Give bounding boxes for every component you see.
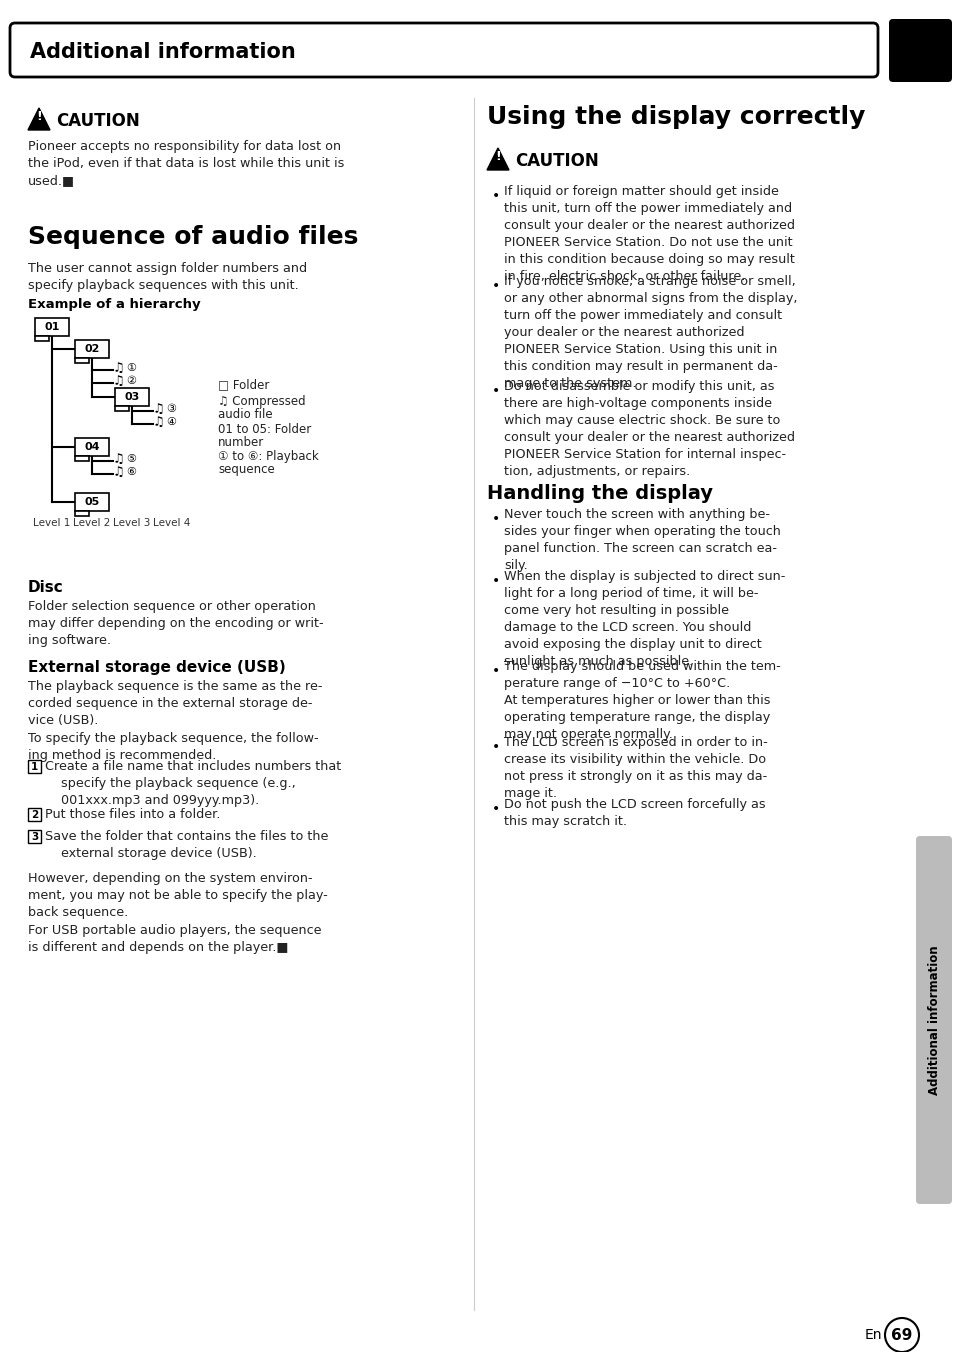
Text: 01: 01 [44,322,60,333]
Text: Example of a hierarchy: Example of a hierarchy [28,297,200,311]
Text: audio file: audio file [218,408,273,420]
Polygon shape [486,147,509,170]
Text: ⑤: ⑤ [126,454,136,464]
Bar [115,388,149,406]
Text: When the display is subjected to direct sun-
light for a long period of time, it: When the display is subjected to direct … [503,569,784,668]
Text: Never touch the screen with anything be-
sides your finger when operating the to: Never touch the screen with anything be-… [503,508,781,572]
Bar [28,808,41,821]
Bar [28,830,41,844]
Bar [35,318,69,337]
Text: !: ! [495,150,500,164]
Text: Do not disassemble or modify this unit, as
there are high-voltage components ins: Do not disassemble or modify this unit, … [503,380,794,477]
Text: Sequence of audio files: Sequence of audio files [28,224,358,249]
Text: En: En [863,1328,882,1343]
Text: ♫: ♫ [112,362,125,375]
Bar [35,337,49,341]
Text: The display should be used within the tem-
perature range of −10°C to +60°C.
At : The display should be used within the te… [503,660,780,741]
Text: 05: 05 [84,498,99,507]
Text: Create a file name that includes numbers that
    specify the playback sequence : Create a file name that includes numbers… [45,760,341,807]
Text: 69: 69 [890,1328,912,1343]
Text: ②: ② [126,376,136,387]
Text: CAUTION: CAUTION [515,151,598,170]
Text: ♫: ♫ [112,466,125,479]
Text: Pioneer accepts no responsibility for data lost on
the iPod, even if that data i: Pioneer accepts no responsibility for da… [28,141,344,187]
Text: 1: 1 [30,761,38,772]
Text: •: • [492,664,499,677]
Text: To specify the playback sequence, the follow-
ing method is recommended.: To specify the playback sequence, the fo… [28,731,318,763]
FancyBboxPatch shape [10,23,877,77]
Text: For USB portable audio players, the sequence
is different and depends on the pla: For USB portable audio players, the sequ… [28,923,321,955]
Text: 04: 04 [84,442,100,452]
Text: Disc: Disc [28,580,64,595]
Bar [75,358,89,362]
Text: The playback sequence is the same as the re-
corded sequence in the external sto: The playback sequence is the same as the… [28,680,322,727]
Text: 01 to 05: Folder: 01 to 05: Folder [218,423,311,435]
Text: sequence: sequence [218,462,274,476]
Text: However, depending on the system environ-
ment, you may not be able to specify t: However, depending on the system environ… [28,872,328,919]
Text: Do not push the LCD screen forcefully as
this may scratch it.: Do not push the LCD screen forcefully as… [503,798,765,827]
Text: number: number [218,435,264,449]
Text: •: • [492,573,499,588]
Text: Level 3: Level 3 [113,518,151,529]
Text: ① to ⑥: Playback: ① to ⑥: Playback [218,450,318,462]
Text: Additional information: Additional information [927,945,941,1095]
Text: Using the display correctly: Using the display correctly [486,105,864,128]
Text: The LCD screen is exposed in order to in-
crease its visibility within the vehic: The LCD screen is exposed in order to in… [503,735,767,800]
Text: Put those files into a folder.: Put those files into a folder. [45,808,220,821]
Text: ①: ① [126,362,136,373]
FancyBboxPatch shape [888,19,951,82]
Text: 03: 03 [124,392,139,402]
Bar [75,511,89,516]
Text: Level 2: Level 2 [73,518,111,529]
Text: CAUTION: CAUTION [56,112,139,130]
Text: □ Folder: □ Folder [218,379,269,391]
Text: 3: 3 [30,831,38,841]
FancyBboxPatch shape [915,836,951,1205]
Bar [75,456,89,461]
Text: •: • [492,740,499,754]
Text: ♫: ♫ [112,375,125,388]
Text: •: • [492,802,499,815]
Text: 02: 02 [84,343,99,354]
Text: Save the folder that contains the files to the
    external storage device (USB): Save the folder that contains the files … [45,830,328,860]
Text: Level 4: Level 4 [153,518,191,529]
Text: ③: ③ [166,404,175,414]
Bar [75,493,109,511]
Polygon shape [28,108,50,130]
Bar [75,438,109,456]
Text: ♫: ♫ [112,453,125,466]
Text: ♫: ♫ [152,403,165,416]
Text: •: • [492,384,499,397]
Text: •: • [492,189,499,203]
Text: 2: 2 [30,810,38,819]
Bar [28,760,41,773]
Circle shape [884,1318,918,1352]
Text: Additional information: Additional information [30,42,295,62]
Text: ⑥: ⑥ [126,466,136,477]
Text: Handling the display: Handling the display [486,484,712,503]
Bar [115,406,129,411]
Text: ♫: ♫ [152,416,165,429]
Text: Folder selection sequence or other operation
may differ depending on the encodin: Folder selection sequence or other opera… [28,600,323,648]
Text: External storage device (USB): External storage device (USB) [28,660,286,675]
Text: •: • [492,280,499,293]
Bar [75,339,109,358]
Text: Level 1: Level 1 [33,518,71,529]
Text: ④: ④ [166,416,175,427]
Text: •: • [492,512,499,526]
Text: Appendix: Appendix [896,22,945,32]
Text: !: ! [36,110,42,123]
Text: ♫ Compressed: ♫ Compressed [218,395,305,408]
Text: If you notice smoke, a strange noise or smell,
or any other abnormal signs from : If you notice smoke, a strange noise or … [503,276,797,391]
Text: The user cannot assign folder numbers and
specify playback sequences with this u: The user cannot assign folder numbers an… [28,262,307,292]
Text: If liquid or foreign matter should get inside
this unit, turn off the power imme: If liquid or foreign matter should get i… [503,185,794,283]
